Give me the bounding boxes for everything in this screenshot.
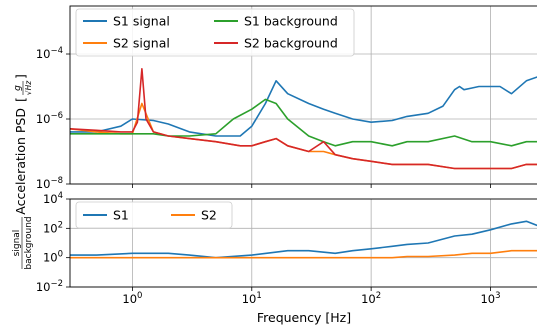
ratio-y-tick-label: 104 <box>43 191 63 206</box>
legend-label-s2: S2 <box>201 208 217 223</box>
ratio-x-tick-label: 100 <box>122 291 142 306</box>
psd-y-unit-numerator: g <box>13 85 23 91</box>
psd-y-tick-label: 10−4 <box>36 46 63 61</box>
psd-series <box>69 68 537 170</box>
ratio-y-axis-label: signal background <box>12 216 34 269</box>
psd-y-axis-label: Acceleration PSD [ g √Hz ] <box>13 74 33 215</box>
psd-y-tick-label: 10−6 <box>36 111 63 126</box>
psd-axes: 10−8 10−6 10−4 <box>36 46 491 191</box>
x-axis-label: Frequency [Hz] <box>257 310 351 325</box>
ratio-x-tick-label: 101 <box>242 291 262 306</box>
ratio-series-s2 <box>70 249 537 259</box>
psd-y-unit-denominator: √Hz <box>24 80 33 95</box>
ratio-x-tick-label: 103 <box>480 291 500 306</box>
psd-y-tick-label: 10−8 <box>36 176 63 191</box>
ratio-series-s1 <box>70 220 537 259</box>
psd-y-axis-title: Acceleration PSD <box>13 108 28 215</box>
ratio-series <box>70 220 537 259</box>
ratio-y-tick-label: 100 <box>43 250 63 265</box>
psd-y-unit-open-bracket: [ <box>13 97 28 102</box>
psd-series-s2-signal <box>69 102 537 170</box>
psd-legend: S1 signal S2 signal S1 background S2 bac… <box>75 8 355 57</box>
legend-label-s2-signal: S2 signal <box>113 36 170 51</box>
legend-label-s1-background: S1 background <box>244 14 338 29</box>
psd-series-s1-signal <box>70 76 537 137</box>
legend-label-s1-signal: S1 signal <box>113 14 170 29</box>
legend-label-s1: S1 <box>113 208 129 223</box>
psd-series-s2-background <box>69 68 537 170</box>
legend-label-s2-background: S2 background <box>244 36 338 51</box>
psd-legend-box <box>75 8 355 57</box>
ratio-y-numerator: signal <box>12 230 22 257</box>
ratio-legend-box <box>75 201 233 229</box>
ratio-y-tick-label: 10−2 <box>36 279 63 294</box>
ratio-y-tick-label: 102 <box>43 220 63 235</box>
psd-series-s1-background <box>70 98 537 147</box>
ratio-y-denominator: background <box>24 216 34 269</box>
ratio-x-tick-label: 102 <box>361 291 381 306</box>
psd-y-unit-close-bracket: ] <box>13 74 28 79</box>
ratio-axes: 10−2 100 102 104 100 101 102 103 <box>36 191 501 306</box>
psd-plot-frame <box>69 5 537 185</box>
ratio-legend: S1 S2 <box>75 201 233 229</box>
ratio-plot-frame <box>69 198 537 288</box>
